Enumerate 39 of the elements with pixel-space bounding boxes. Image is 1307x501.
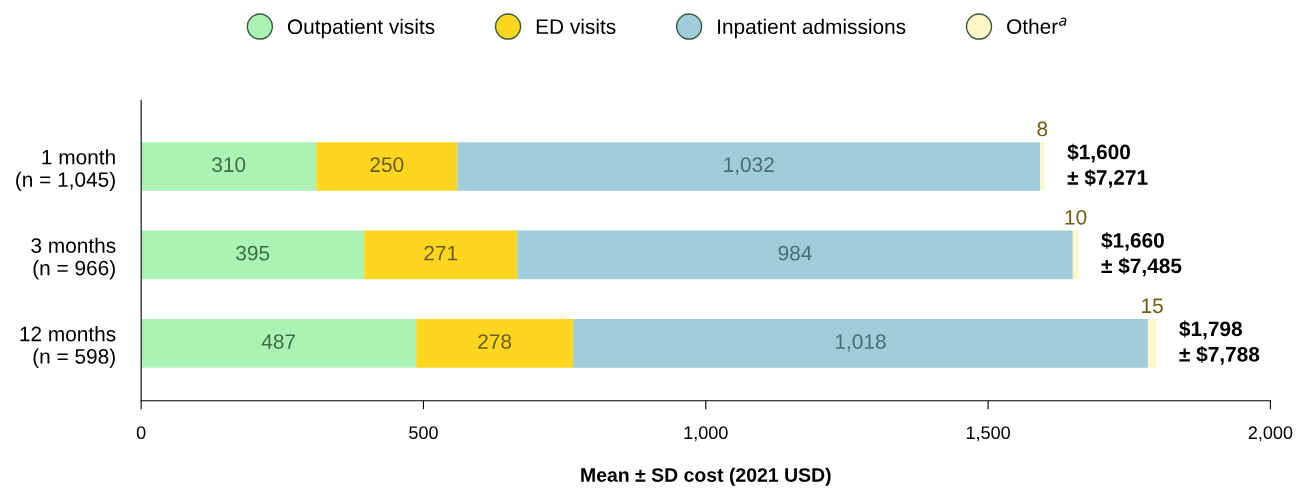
legend-label: Outpatient visits [287,18,435,39]
data-label: 1,018 [836,334,886,352]
bar [1040,142,1045,191]
x-tick-label: 1,000 [684,426,728,442]
data-label: 395 [236,245,270,261]
data-label: 984 [778,245,812,261]
data-label: 250 [370,157,404,173]
bar [1147,319,1157,368]
bar [517,230,1073,280]
data-label: 10 [1065,209,1087,225]
legend-label: Inpatient admissions [718,18,906,39]
bar [141,230,365,280]
data-label: 271 [424,245,458,261]
x-tick-label: 500 [409,426,438,440]
bar [364,230,518,280]
bar [141,142,317,191]
bar [316,142,458,191]
x-tick-label: 2,000 [1248,426,1293,442]
data-label: 1,032 [724,157,774,175]
data-label: 487 [261,334,295,349]
total-label: $1,660 ± $7,485 [1101,232,1182,277]
legend-label: Other$^{a}$ [1007,17,1067,34]
y-tick-label: 12 months (n = 598) [20,326,116,368]
data-label: 15 [1142,298,1163,314]
bar [573,319,1148,368]
bar [457,142,1041,191]
y-tick-label: 3 months (n = 966) [31,237,116,280]
total-label: $1,798 ± $7,788 [1179,320,1260,365]
bar [141,319,417,368]
data-label: 8 [1037,121,1048,137]
x-tick-label: 1,500 [966,426,1010,442]
bar [416,319,574,368]
x-tick-label: 0 [136,426,146,440]
y-tick-label: 1 month (n = 1,045) [16,149,115,192]
total-label: $1,600 ± $7,271 [1067,143,1148,188]
data-label: 278 [478,334,512,349]
legend-label: ED visits [536,18,616,35]
data-label: 310 [212,157,246,173]
x-axis-title: Mean ± SD cost (2021 USD) [581,467,831,486]
